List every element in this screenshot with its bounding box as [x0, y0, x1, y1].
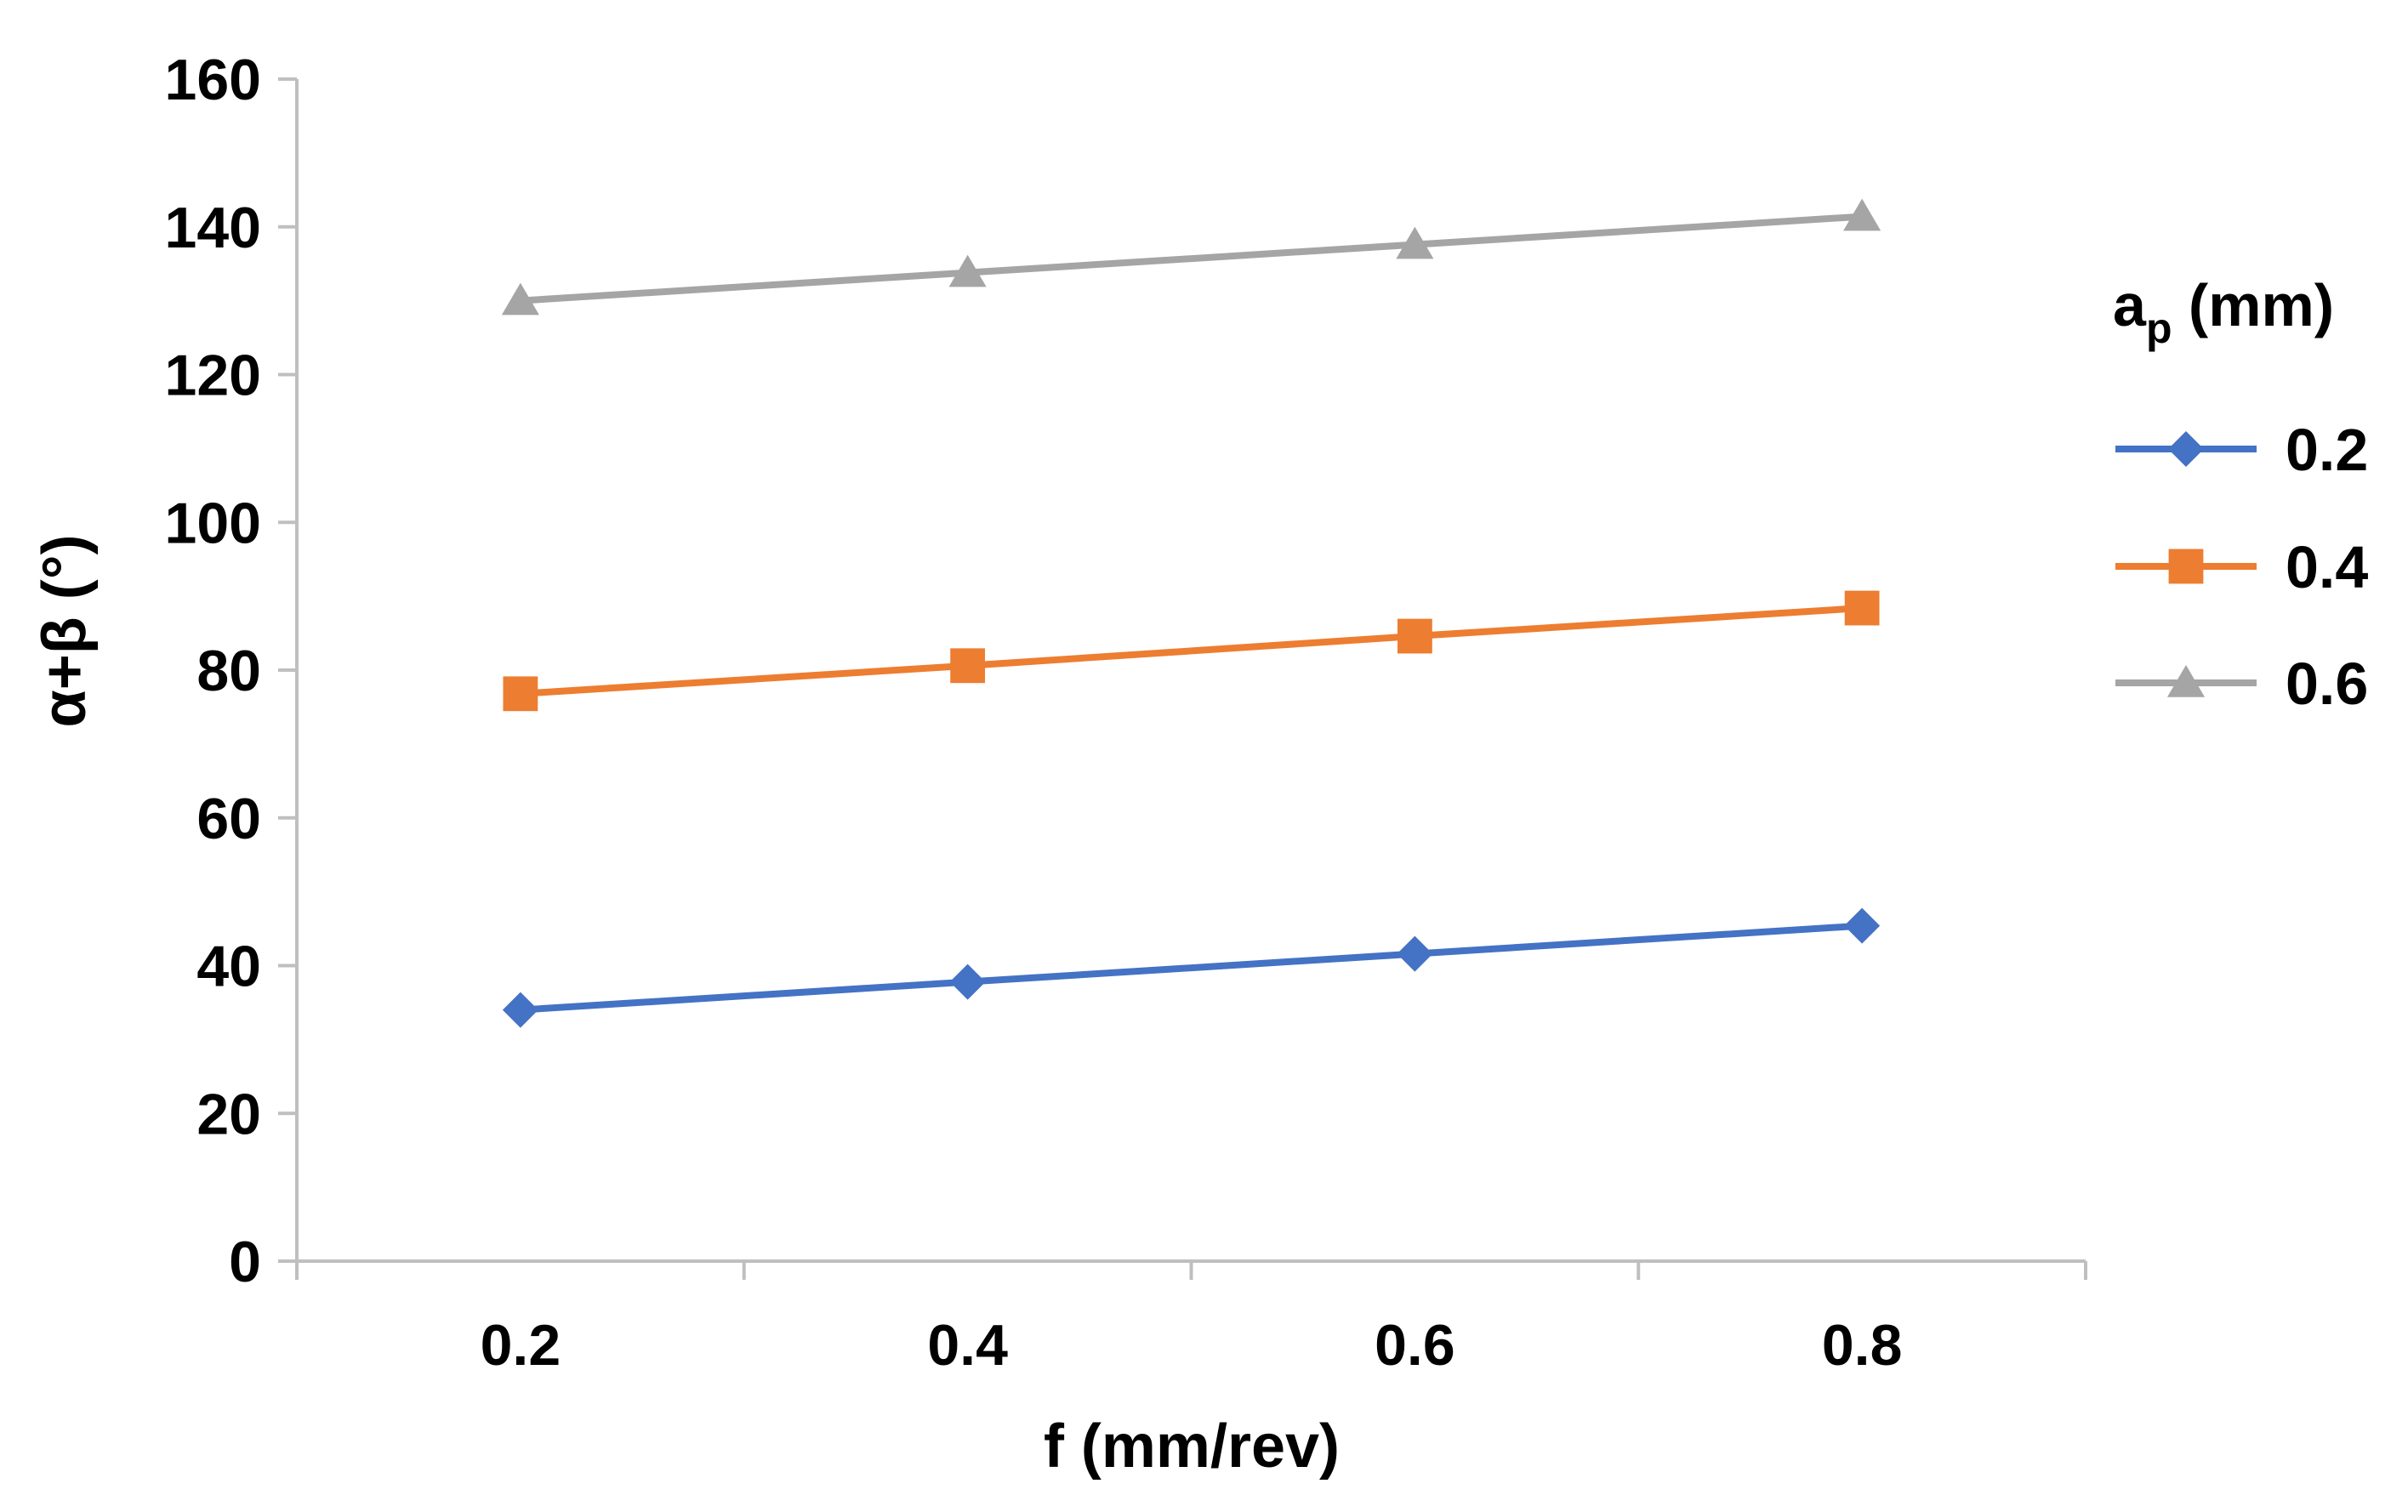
data-point [1844, 907, 1881, 944]
legend-label: 0.2 [2286, 417, 2368, 483]
y-tick-label: 120 [165, 344, 261, 408]
series-line [520, 213, 1863, 304]
data-point [948, 254, 987, 287]
legend-entry-0.4: 0.4 [2115, 534, 2368, 600]
data-point [1396, 226, 1434, 259]
legend-entry-0.6: 0.6 [2115, 651, 2368, 717]
legend-title-rest: (mm) [2172, 272, 2334, 338]
series-0.6 [501, 198, 1881, 315]
x-axis-ticks: 0.2 0.4 0.6 0.8 [295, 1261, 2087, 1378]
legend-label: 0.6 [2286, 651, 2368, 717]
y-axis-ticks: 0 20 40 60 80 100 120 140 160 [165, 48, 297, 1294]
legend: ap (mm) 0.2 0.4 0.6 [2113, 272, 2368, 717]
series-line [520, 605, 1863, 697]
y-tick-label: 140 [165, 196, 261, 260]
series-0.4 [503, 590, 1880, 712]
y-tick-label: 100 [165, 491, 261, 555]
legend-title: ap (mm) [2113, 272, 2334, 352]
legend-swatch-marker [2166, 665, 2206, 697]
series-line [520, 922, 1863, 1014]
legend-title-main: a [2113, 272, 2147, 338]
data-point [502, 992, 538, 1028]
series-0.2 [502, 907, 1881, 1028]
y-tick-label: 60 [196, 787, 261, 851]
series-layer [501, 198, 1881, 1028]
legend-swatch-marker [2168, 549, 2204, 584]
y-tick-label: 80 [196, 639, 261, 703]
legend-entry-0.2: 0.2 [2115, 417, 2368, 483]
legend-title-subscript: p [2146, 304, 2172, 352]
data-point [1397, 935, 1433, 972]
legend-label: 0.4 [2286, 534, 2368, 600]
y-tick-label: 20 [196, 1082, 261, 1146]
data-point [949, 963, 986, 1000]
data-point [1843, 198, 1881, 231]
legend-swatch-marker [2168, 431, 2204, 467]
y-tick-label: 40 [196, 935, 261, 999]
legend-entries: 0.2 0.4 0.6 [2115, 417, 2368, 717]
x-tick-label: 0.4 [927, 1313, 1008, 1378]
x-tick-label: 0.2 [481, 1313, 561, 1378]
x-axis-title: f (mm/rev) [1044, 1413, 1340, 1481]
data-point [503, 676, 538, 712]
x-tick-label: 0.6 [1375, 1313, 1455, 1378]
x-tick-label: 0.8 [1822, 1313, 1903, 1378]
data-point [501, 282, 539, 315]
y-axis-title: α+β (°) [31, 534, 99, 727]
data-point [1397, 618, 1432, 654]
y-tick-label: 160 [165, 48, 261, 112]
data-point [1844, 590, 1880, 626]
data-point [950, 648, 986, 684]
y-tick-label: 0 [229, 1230, 261, 1294]
